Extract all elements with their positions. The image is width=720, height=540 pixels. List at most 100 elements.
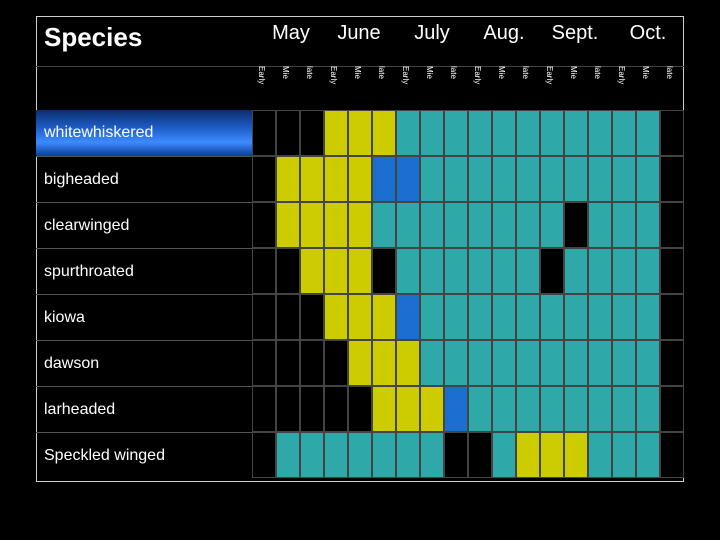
occurrence-cell: [492, 156, 516, 202]
occurrence-cell: [540, 432, 564, 478]
occurrence-cell: [252, 294, 276, 340]
occurrence-cell: [276, 294, 300, 340]
occurrence-cell: [588, 294, 612, 340]
occurrence-cell: [444, 340, 468, 386]
occurrence-cell: [636, 340, 660, 386]
subperiod-label: late: [665, 66, 674, 79]
occurrence-cell: [348, 340, 372, 386]
occurrence-cell: [588, 110, 612, 156]
occurrence-cell: [492, 294, 516, 340]
occurrence-cell: [612, 110, 636, 156]
occurrence-cell: [564, 432, 588, 478]
species-label: whitewhiskered: [36, 110, 252, 156]
occurrence-cell: [396, 110, 420, 156]
occurrence-cell: [300, 386, 324, 432]
occurrence-cell: [420, 156, 444, 202]
occurrence-cell: [396, 202, 420, 248]
occurrence-cell: [348, 432, 372, 478]
species-label: dawson: [36, 340, 252, 386]
occurrence-cell: [396, 386, 420, 432]
occurrence-cell: [492, 340, 516, 386]
occurrence-cell: [636, 432, 660, 478]
occurrence-cell: [252, 156, 276, 202]
occurrence-cell: [444, 386, 468, 432]
occurrence-cell: [516, 432, 540, 478]
subperiod-label: Mie: [425, 66, 434, 79]
subperiod-label: Mie: [353, 66, 362, 79]
subperiod-label: late: [521, 66, 530, 79]
occurrence-cell: [300, 294, 324, 340]
occurrence-cell: [660, 110, 684, 156]
species-column-header: Species: [44, 22, 143, 52]
occurrence-cell: [516, 110, 540, 156]
occurrence-cell: [588, 340, 612, 386]
occurrence-cell: [324, 248, 348, 294]
occurrence-cell: [324, 294, 348, 340]
occurrence-cell: [540, 294, 564, 340]
occurrence-cell: [420, 110, 444, 156]
occurrence-cell: [372, 248, 396, 294]
month-label: July: [414, 22, 450, 44]
occurrence-cell: [492, 432, 516, 478]
occurrence-cell: [420, 248, 444, 294]
occurrence-cell: [372, 156, 396, 202]
occurrence-cell: [252, 110, 276, 156]
species-label: clearwinged: [36, 202, 252, 248]
occurrence-cell: [276, 110, 300, 156]
occurrence-cell: [492, 248, 516, 294]
occurrence-cell: [588, 156, 612, 202]
occurrence-cell: [468, 386, 492, 432]
subperiod-label: late: [593, 66, 602, 79]
occurrence-cell: [324, 110, 348, 156]
occurrence-cell: [444, 432, 468, 478]
occurrence-cell: [276, 432, 300, 478]
occurrence-cell: [300, 248, 324, 294]
occurrence-cell: [300, 202, 324, 248]
occurrence-cell: [372, 386, 396, 432]
occurrence-cell: [588, 432, 612, 478]
occurrence-cell: [252, 386, 276, 432]
occurrence-cell: [348, 294, 372, 340]
occurrence-cell: [660, 294, 684, 340]
occurrence-cell: [660, 386, 684, 432]
occurrence-cell: [540, 248, 564, 294]
occurrence-cell: [492, 202, 516, 248]
occurrence-cell: [348, 386, 372, 432]
occurrence-cell: [492, 386, 516, 432]
occurrence-cell: [636, 386, 660, 432]
occurrence-cell: [636, 294, 660, 340]
species-label: kiowa: [36, 294, 252, 340]
occurrence-cell: [540, 340, 564, 386]
subperiod-label: Mie: [497, 66, 506, 79]
occurrence-cell: [324, 340, 348, 386]
occurrence-cell: [276, 156, 300, 202]
occurrence-cell: [660, 432, 684, 478]
occurrence-cell: [252, 202, 276, 248]
occurrence-cell: [348, 110, 372, 156]
occurrence-cell: [276, 202, 300, 248]
occurrence-cell: [564, 110, 588, 156]
occurrence-cell: [372, 340, 396, 386]
subperiod-label: Early: [617, 66, 626, 85]
occurrence-cell: [612, 340, 636, 386]
occurrence-cell: [540, 202, 564, 248]
occurrence-cell: [324, 386, 348, 432]
occurrence-cell: [588, 202, 612, 248]
occurrence-cell: [612, 156, 636, 202]
occurrence-cell: [348, 202, 372, 248]
occurrence-cell: [468, 156, 492, 202]
occurrence-cell: [396, 294, 420, 340]
occurrence-cell: [564, 386, 588, 432]
occurrence-cell: [468, 202, 492, 248]
occurrence-cell: [396, 156, 420, 202]
subperiod-label: Early: [545, 66, 554, 85]
occurrence-cell: [420, 432, 444, 478]
occurrence-cell: [516, 202, 540, 248]
occurrence-cell: [612, 202, 636, 248]
occurrence-cell: [612, 248, 636, 294]
occurrence-cell: [420, 340, 444, 386]
occurrence-cell: [252, 248, 276, 294]
species-label: larheaded: [36, 386, 252, 432]
occurrence-cell: [276, 248, 300, 294]
occurrence-cell: [516, 156, 540, 202]
